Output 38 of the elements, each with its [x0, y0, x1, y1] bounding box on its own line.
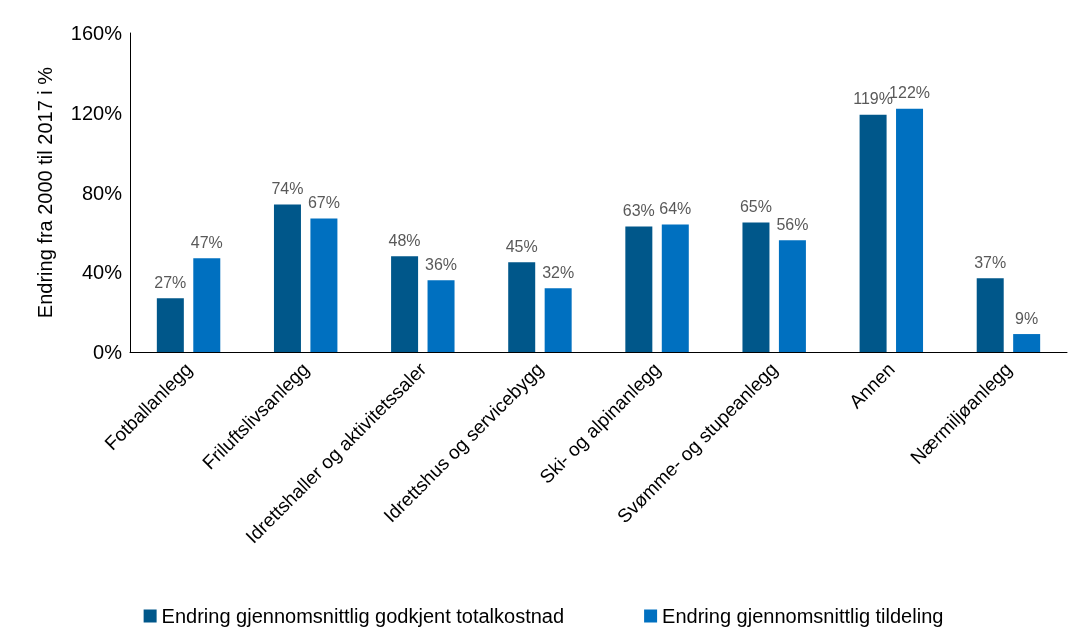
data-label: 32% — [542, 263, 575, 281]
bar — [625, 226, 653, 352]
data-label: 65% — [739, 197, 772, 215]
bar — [661, 224, 689, 352]
data-label: 56% — [776, 215, 809, 233]
data-label: 45% — [505, 237, 538, 255]
data-label: 27% — [154, 273, 187, 291]
bar — [310, 218, 338, 352]
y-tick-label: 120% — [70, 101, 123, 124]
legend-label: Endring gjennomsnittlig godkjent totalkostnad — [161, 605, 565, 627]
y-tick-label: 80% — [81, 181, 123, 204]
bar — [742, 222, 770, 352]
bar — [976, 278, 1004, 352]
bar — [427, 280, 455, 352]
data-label: 74% — [271, 179, 304, 197]
data-label: 37% — [974, 253, 1007, 271]
bar — [508, 262, 536, 352]
bar — [544, 288, 572, 352]
y-axis-title: Endring fra 2000 til 2017 i % — [34, 66, 56, 319]
legend-label: Endring gjennomsnittlig tildeling — [662, 605, 944, 627]
bar — [1013, 334, 1041, 352]
data-label: 9% — [1015, 309, 1039, 327]
data-label: 63% — [622, 201, 655, 219]
y-tick-label: 160% — [70, 22, 123, 44]
bar — [273, 204, 301, 352]
data-label: 64% — [659, 199, 692, 217]
bar — [193, 258, 221, 352]
bar — [391, 256, 419, 352]
bar — [778, 240, 806, 352]
bar — [156, 298, 184, 352]
data-label: 36% — [425, 255, 458, 273]
y-tick-label: 0% — [93, 341, 123, 363]
bar — [859, 114, 887, 352]
data-label: 48% — [388, 231, 421, 249]
y-tick-label: 40% — [81, 261, 123, 284]
bar — [896, 108, 924, 352]
data-label: 47% — [190, 233, 223, 251]
data-label: 67% — [307, 193, 340, 211]
